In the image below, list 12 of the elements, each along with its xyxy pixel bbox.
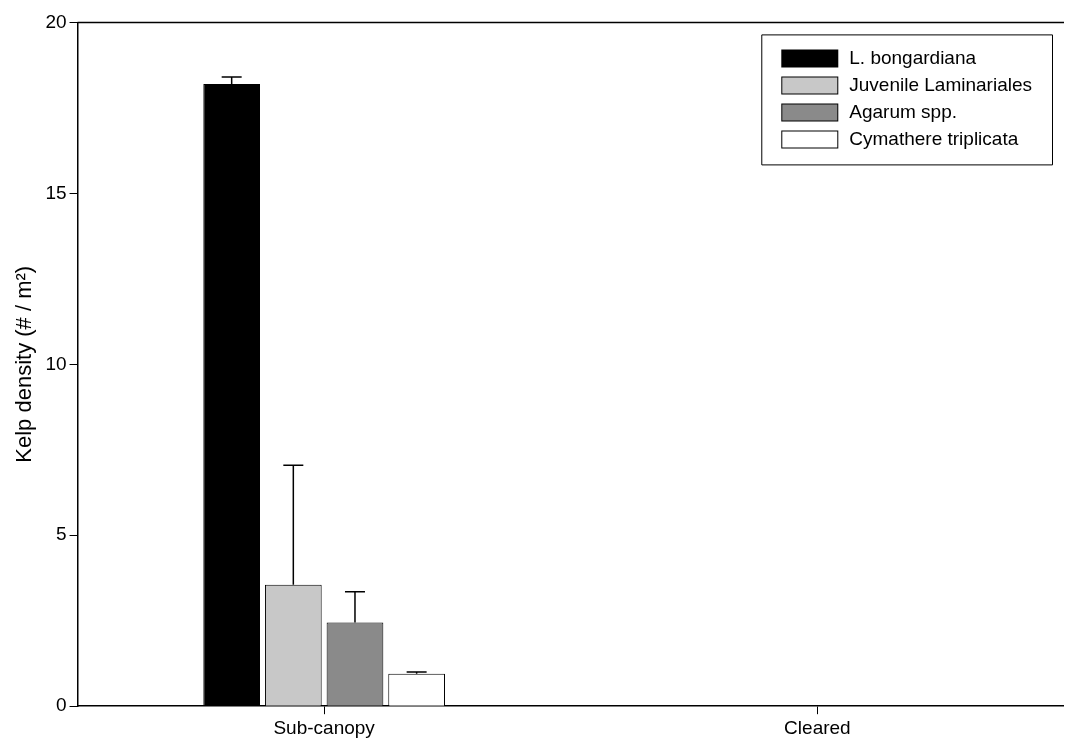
legend-label: L. bongardiana [849, 46, 977, 68]
legend-label: Agarum spp. [849, 100, 958, 122]
y-tick-label: 20 [45, 10, 67, 32]
y-axis-title: Kelp density (# / m²) [11, 265, 37, 463]
x-tick-label: Sub-canopy [273, 716, 376, 738]
y-tick-label: 5 [55, 523, 67, 545]
y-tick-label: 15 [45, 181, 67, 203]
legend-label: Cymathere triplicata [849, 127, 1019, 149]
legend-label: Juvenile Laminariales [849, 73, 1033, 95]
y-tick-label: 0 [55, 694, 67, 716]
x-tick-label: Cleared [784, 716, 851, 738]
y-tick-label: 10 [45, 352, 67, 374]
